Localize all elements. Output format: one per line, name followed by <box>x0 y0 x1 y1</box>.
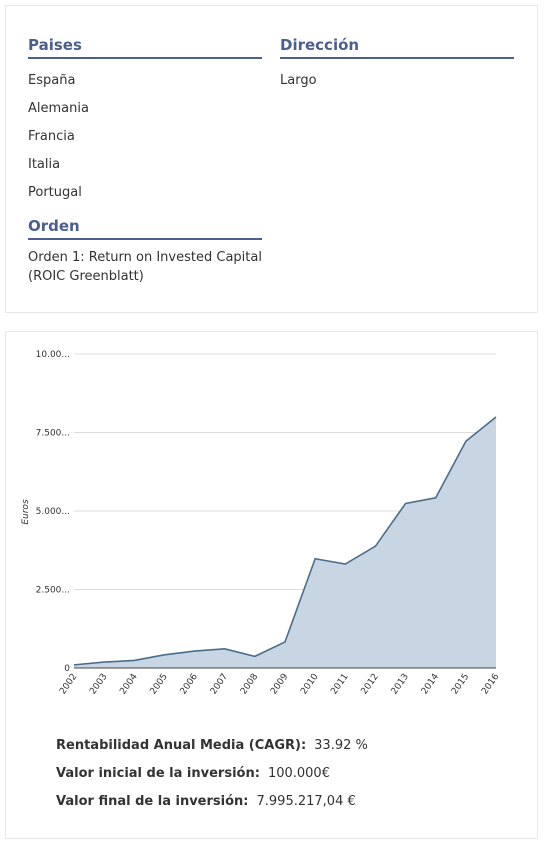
pais-item: Italia <box>28 157 61 172</box>
final-value: 7.995.217,04 € <box>256 794 356 809</box>
orden-value: Orden 1: Return on Invested Capital (ROI… <box>28 250 262 284</box>
x-tick-label: 2010 <box>299 672 320 697</box>
direccion-section: Dirección Largo <box>280 36 515 95</box>
chart-card: 0 2.500... 5.000... 7.500... 10.00... 2002 200… <box>5 331 538 839</box>
direccion-title: Dirección <box>280 36 514 59</box>
cagr-label: Rentabilidad Anual Media (CAGR): <box>56 738 307 753</box>
inicial-value: 100.000€ <box>267 766 330 781</box>
series-area <box>74 416 496 668</box>
pais-item: Alemania <box>28 101 89 116</box>
x-tick-label: 2014 <box>420 672 441 697</box>
x-tick-label: 2005 <box>149 672 170 696</box>
inicial-label: Valor inicial de la inversión: <box>56 766 260 781</box>
final-row: Valor final de la inversión: 7.995.217,04… <box>56 788 516 816</box>
y-tick-label: 5.000... <box>36 507 70 517</box>
x-tick-label: 2003 <box>88 672 109 696</box>
x-tick-label: 2007 <box>209 672 230 696</box>
x-tick-label: 2004 <box>118 672 139 697</box>
y-tick-label: 10.00... <box>36 350 70 360</box>
orden-section: Orden Orden 1: Return on Invested Capita… <box>28 217 263 286</box>
paises-section: Paises España Alemania Francia Italia Po… <box>28 36 263 207</box>
y-tick-label: 7.500... <box>36 429 70 439</box>
cagr-row: Rentabilidad Anual Media (CAGR): 33.92 % <box>56 732 516 760</box>
series-line <box>73 416 497 666</box>
y-axis-label: Euros <box>21 499 31 525</box>
x-tick-label: 2013 <box>390 672 411 696</box>
orden-title: Orden <box>28 217 262 240</box>
paises-title: Paises <box>28 36 262 59</box>
inicial-row: Valor inicial de la inversión: 100.000€ <box>56 760 516 788</box>
stats-block: Rentabilidad Anual Media (CAGR): 33.92 % … <box>56 732 516 816</box>
x-tick-label: 2008 <box>239 672 260 697</box>
final-label: Valor final de la inversión: <box>56 794 249 809</box>
y-tick-label: 2.500... <box>36 586 70 596</box>
filters-card: Paises España Alemania Francia Italia Po… <box>5 5 538 313</box>
pais-item: Portugal <box>28 185 82 200</box>
x-tick-label: 2012 <box>360 672 381 696</box>
pais-item: Francia <box>28 129 75 144</box>
y-tick-label: 0 <box>64 664 70 674</box>
x-tick-label: 2016 <box>480 672 501 697</box>
x-tick-label: 2011 <box>329 672 350 696</box>
x-tick-label: 2002 <box>58 672 79 696</box>
cagr-value: 33.92 % <box>314 738 368 753</box>
direccion-value: Largo <box>280 73 317 88</box>
x-tick-label: 2009 <box>269 672 290 697</box>
area-chart: 0 2.500... 5.000... 7.500... 10.00... 2002 200… <box>21 350 502 697</box>
x-tick-label: 2006 <box>179 672 200 697</box>
x-tick-label: 2015 <box>450 672 471 696</box>
pais-item: España <box>28 73 76 88</box>
